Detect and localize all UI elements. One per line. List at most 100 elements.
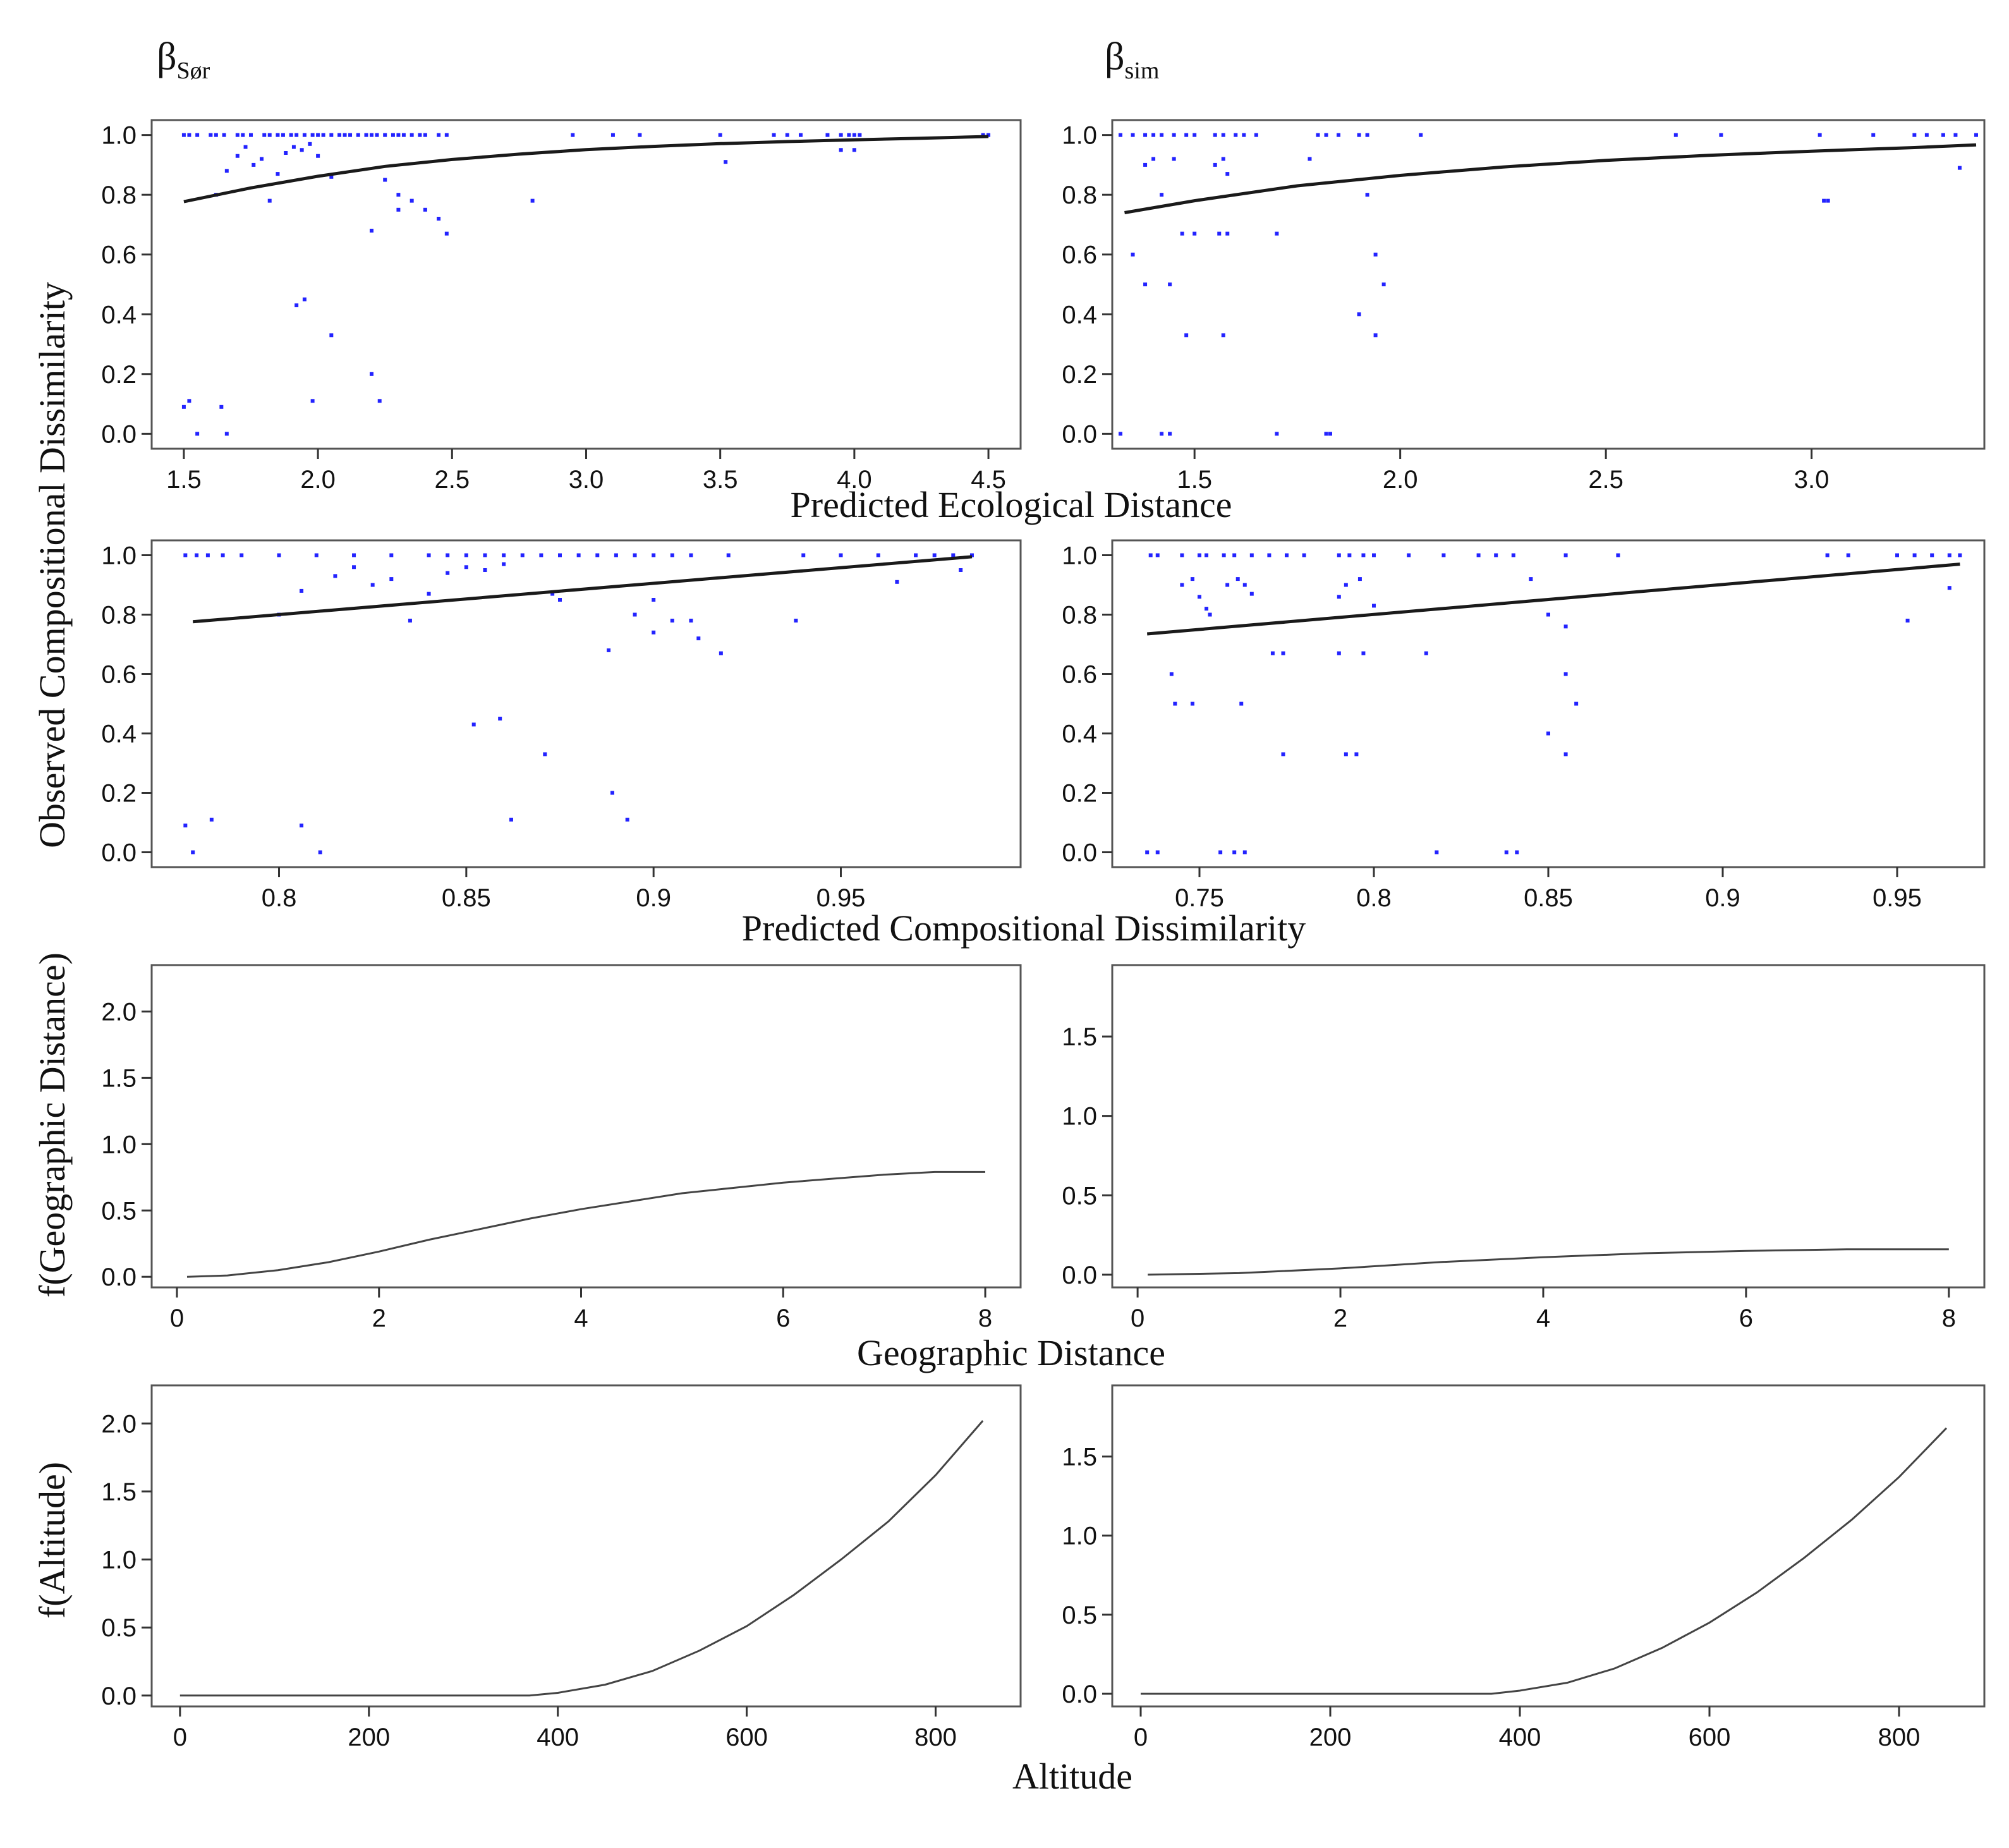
data-point	[498, 717, 502, 720]
data-point	[724, 160, 728, 164]
data-point	[240, 553, 244, 557]
x-tick-label: 6	[1739, 1304, 1753, 1332]
y-tick-label: 2.0	[101, 998, 137, 1026]
data-point	[1673, 133, 1678, 137]
data-point	[689, 553, 693, 557]
data-point	[337, 133, 342, 137]
data-point	[1347, 553, 1352, 557]
data-point	[221, 553, 225, 557]
data-point	[1221, 133, 1225, 137]
data-point	[209, 133, 213, 137]
panel-eco_sim: 1.5 2.0 2.5 3.0 0.0 0.2 0.4 0.6 0.8 1.0	[1062, 119, 1986, 494]
y-tick-label: 1.0	[101, 122, 137, 150]
data-point	[249, 133, 253, 137]
data-point	[1365, 133, 1369, 137]
x-tick-label: 1.5	[1177, 466, 1212, 494]
data-point	[1308, 157, 1312, 161]
data-point	[1316, 133, 1320, 137]
y-tick-label: 0.4	[1062, 301, 1097, 329]
data-point	[1160, 193, 1164, 197]
data-point	[1205, 553, 1209, 557]
data-point	[530, 198, 535, 203]
data-point	[437, 133, 441, 137]
data-point	[1974, 133, 1978, 137]
data-point	[1822, 198, 1826, 203]
panel-comp_sim: 0.75 0.8 0.85 0.9 0.95 0.0 0.2 0.4 0.6 0.8 1.0	[1062, 539, 1986, 912]
data-point	[308, 142, 312, 146]
y-tick-label: 2.0	[101, 1410, 137, 1438]
data-point	[652, 630, 656, 635]
data-point	[543, 752, 547, 757]
data-point	[670, 618, 674, 623]
data-point	[502, 553, 506, 557]
data-point	[1232, 553, 1237, 557]
y-tick-label: 0.5	[101, 1197, 137, 1225]
data-point	[1337, 133, 1341, 137]
x-tick-label: 0	[1134, 1723, 1148, 1751]
data-point	[377, 399, 382, 403]
data-point	[633, 553, 637, 557]
x-tick-label: 3.0	[1794, 466, 1830, 494]
data-point	[310, 133, 315, 137]
data-point	[1895, 553, 1899, 557]
data-point	[1616, 553, 1620, 557]
data-point	[876, 553, 880, 557]
panel-geo_sor: 0 2 4 6 8 0.0 0.5 1.0 1.5 2.0	[101, 964, 1022, 1332]
data-point	[391, 133, 395, 137]
x-tick-label: 4	[1536, 1304, 1550, 1332]
data-point	[329, 174, 334, 179]
data-point	[302, 297, 307, 301]
data-point	[1234, 133, 1238, 137]
data-point	[352, 565, 356, 569]
data-point	[1719, 133, 1723, 137]
plot-frame	[1111, 119, 1986, 450]
data-point	[1232, 850, 1237, 854]
data-point	[370, 583, 375, 587]
data-point	[1372, 553, 1376, 557]
data-point	[1947, 586, 1951, 590]
x-tick-label: 400	[537, 1723, 579, 1751]
data-point	[696, 636, 701, 641]
data-point	[289, 133, 293, 137]
panel-geo_sim: 0 2 4 6 8 0.0 0.5 1.0 1.5	[1062, 964, 1986, 1332]
data-point	[252, 162, 256, 167]
y-tick-label: 1.0	[101, 1131, 137, 1158]
data-point	[539, 553, 543, 557]
y-tick-label: 0.0	[1062, 1261, 1097, 1289]
fitted-curve	[1146, 562, 1960, 636]
data-point	[1357, 577, 1362, 581]
data-point	[1337, 595, 1341, 599]
data-point	[1354, 752, 1359, 757]
data-point	[243, 145, 248, 149]
data-point	[191, 850, 195, 854]
data-point	[1361, 651, 1366, 655]
x-tick-label: 0	[173, 1723, 187, 1751]
panel-alt_sim: 0 200 400 600 800 0.0 0.5 1.0 1.5	[1062, 1384, 1986, 1751]
data-point	[310, 399, 315, 403]
data-point	[951, 553, 956, 557]
plot-frame	[150, 539, 1022, 868]
data-point	[356, 133, 360, 137]
y-tick-label: 0.5	[101, 1614, 137, 1642]
data-point	[1337, 553, 1341, 557]
data-point	[369, 372, 373, 376]
data-point	[423, 133, 427, 137]
data-point	[437, 217, 441, 221]
y-tick-label: 0.6	[101, 661, 137, 689]
data-point	[410, 133, 414, 137]
data-point	[396, 133, 401, 137]
data-point	[1563, 672, 1568, 676]
data-point	[1546, 612, 1550, 617]
x-tick-label: 1.5	[166, 466, 202, 494]
y-tick-label: 0.2	[1062, 780, 1097, 808]
data-point	[1511, 553, 1515, 557]
data-point	[1924, 133, 1929, 137]
data-point	[1168, 283, 1172, 286]
xlabel-compositional-dissimilarity: Predicted Compositional Dissimilarity	[742, 908, 1306, 949]
panel-eco_sor: 1.5 2.0 2.5 3.0 3.5 4.0 4.5 0.0 0.2 0.4 0.6 0.8 1.0	[101, 119, 1022, 494]
data-point	[383, 133, 387, 137]
data-point	[1912, 553, 1917, 557]
data-point	[369, 133, 373, 137]
y-tick-label: 0.0	[1062, 1681, 1097, 1708]
spline-curve	[1141, 1427, 1948, 1695]
